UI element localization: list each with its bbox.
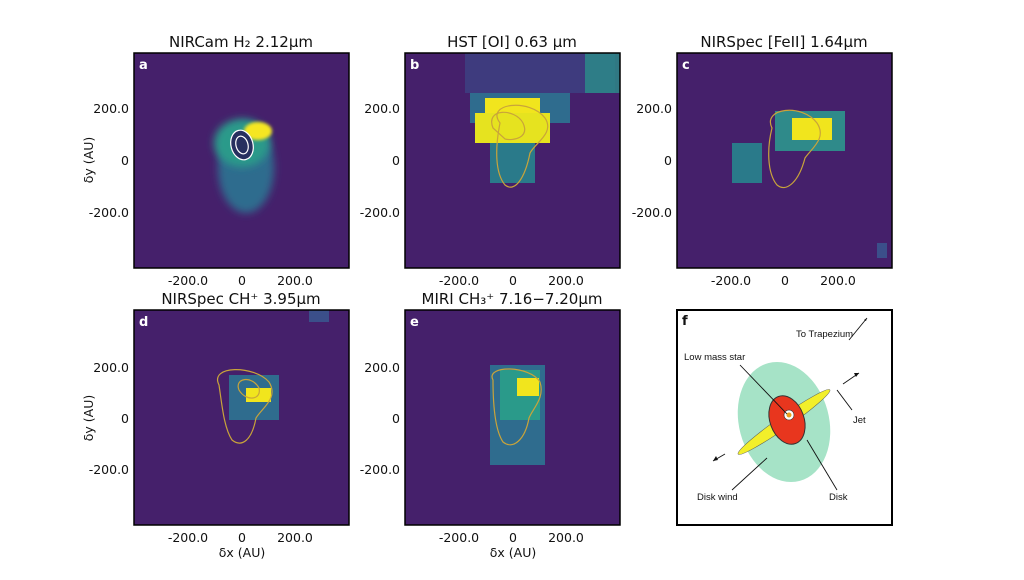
x-tick: -200.0 xyxy=(168,273,208,288)
panel-title: NIRSpec [FeII] 1.64µm xyxy=(700,33,867,51)
y-tick-labels: 200.0 0 -200.0 200.0 0 -200.0 200.0 0 -2… xyxy=(89,101,672,477)
x-axis-label: δx (AU) xyxy=(490,545,536,560)
x-tick: -200.0 xyxy=(168,530,208,545)
y-tick: 200.0 xyxy=(93,101,129,116)
panel-letter: a xyxy=(139,58,148,73)
x-axis-label: δx (AU) xyxy=(219,545,265,560)
y-tick: 200.0 xyxy=(364,360,400,375)
x-tick: -200.0 xyxy=(711,273,751,288)
panel-f-diagram: f To Trapezium Low mass star Jet Disk wi… xyxy=(676,309,893,526)
panel-e: e MIRI CH₃⁺ 7.16−7.20µm xyxy=(404,290,621,526)
contour xyxy=(768,109,821,188)
contour xyxy=(496,104,549,188)
x-tick: 0 xyxy=(509,273,517,288)
to-trapezium-label: To Trapezium xyxy=(796,329,853,340)
low-mass-star-label: Low mass star xyxy=(684,352,745,363)
disk-label: Disk xyxy=(829,492,848,503)
x-tick-labels: -200.0 0 200.0 -200.0 0 200.0 -200.0 0 2… xyxy=(168,273,856,545)
contour xyxy=(230,129,254,161)
x-tick: 0 xyxy=(238,273,246,288)
panel-frame xyxy=(676,52,893,269)
y-tick: -200.0 xyxy=(360,205,400,220)
y-tick: 200.0 xyxy=(364,101,400,116)
y-tick: 0 xyxy=(664,153,672,168)
x-tick: 200.0 xyxy=(548,273,584,288)
panel-title: NIRSpec CH⁺ 3.95µm xyxy=(161,290,320,308)
contour xyxy=(491,111,526,141)
panel-title: HST [OI] 0.63 µm xyxy=(447,33,577,51)
panel-b: b HST [OI] 0.63 µm xyxy=(404,33,621,269)
panel-title: NIRCam H₂ 2.12µm xyxy=(169,33,313,51)
contour xyxy=(237,379,260,399)
panel-frame xyxy=(404,309,621,526)
y-axis-label: δy (AU) xyxy=(81,137,96,183)
x-tick: 200.0 xyxy=(277,530,313,545)
y-tick: 0 xyxy=(121,411,129,426)
x-tick: 0 xyxy=(781,273,789,288)
y-tick: -200.0 xyxy=(360,462,400,477)
y-tick: 0 xyxy=(392,153,400,168)
x-tick: 200.0 xyxy=(820,273,856,288)
x-tick: 0 xyxy=(238,530,246,545)
y-tick: 200.0 xyxy=(93,360,129,375)
y-tick: 0 xyxy=(392,411,400,426)
panel-c: c NIRSpec [FeII] 1.64µm xyxy=(676,33,893,269)
panel-letter: b xyxy=(410,58,419,73)
disk-wind-label: Disk wind xyxy=(697,492,738,503)
y-tick: -200.0 xyxy=(89,205,129,220)
y-tick: -200.0 xyxy=(632,205,672,220)
panel-letter: e xyxy=(410,315,419,330)
x-tick: -200.0 xyxy=(439,273,479,288)
y-tick: 0 xyxy=(121,153,129,168)
jet-label: Jet xyxy=(853,415,866,426)
panel-a: a NIRCam H₂ 2.12µm xyxy=(133,33,350,269)
panel-frame xyxy=(404,52,621,269)
panel-letter: c xyxy=(682,58,690,73)
y-tick: -200.0 xyxy=(89,462,129,477)
y-tick: 200.0 xyxy=(636,101,672,116)
x-tick: 0 xyxy=(509,530,517,545)
y-axis-label: δy (AU) xyxy=(81,395,96,441)
panel-letter: d xyxy=(139,315,148,330)
contour xyxy=(491,368,542,446)
contour xyxy=(235,135,249,155)
x-tick: 200.0 xyxy=(548,530,584,545)
panel-d: d NIRSpec CH⁺ 3.95µm xyxy=(133,290,350,526)
x-tick: -200.0 xyxy=(439,530,479,545)
panel-frame xyxy=(133,52,350,269)
x-tick: 200.0 xyxy=(277,273,313,288)
panel-title: MIRI CH₃⁺ 7.16−7.20µm xyxy=(422,290,603,308)
panel-letter: f xyxy=(682,314,688,329)
panel-frame xyxy=(133,309,350,526)
contour xyxy=(216,369,273,444)
disk-shape xyxy=(768,395,806,445)
